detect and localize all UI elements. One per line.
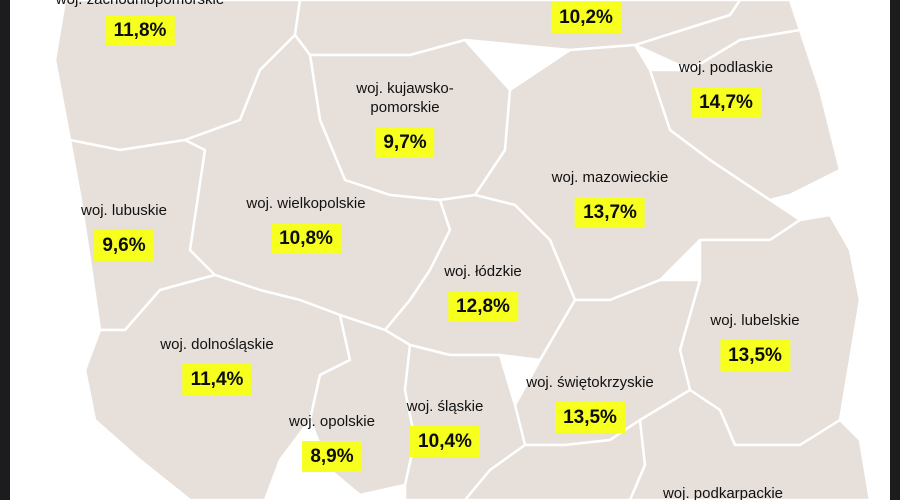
- percentage-badge: 13,7%: [575, 197, 645, 228]
- percentage-badge: 9,7%: [375, 127, 435, 158]
- percentage-badge: 9,6%: [94, 230, 154, 261]
- percentage-badge: 10,8%: [271, 223, 341, 254]
- label-wielkopolskie: woj. wielkopolskie 10,8%: [246, 194, 366, 254]
- label-podkarpackie: woj. podkarpackie: [663, 484, 783, 500]
- label-mazowieckie: woj. mazowieckie 13,7%: [551, 168, 669, 228]
- percentage-badge: 8,9%: [302, 441, 362, 472]
- region-name: woj. łódzkie: [444, 263, 522, 280]
- region-name: woj. podlaskie: [678, 59, 774, 76]
- region-name: woj. świętokrzyskie: [526, 374, 654, 391]
- label-swietokrzyskie: woj. świętokrzyskie 13,5%: [526, 373, 654, 433]
- percentage-badge: 14,7%: [691, 87, 761, 118]
- label-lubuskie: woj. lubuskie 9,6%: [81, 201, 167, 261]
- region-name: woj. śląskie: [406, 398, 484, 415]
- region-name-line1: woj. kujawsko-: [356, 80, 454, 97]
- region-name: woj. opolskie: [289, 413, 375, 430]
- label-podlaskie: woj. podlaskie 14,7%: [679, 58, 773, 118]
- region-name: woj. wielkopolskie: [246, 195, 366, 212]
- percentage-badge: 10,2%: [551, 2, 621, 33]
- label-slaskie: woj. śląskie 10,4%: [406, 397, 484, 457]
- label-dolnoslaskie: woj. dolnośląskie 11,4%: [160, 335, 274, 395]
- region-name: woj. lubelskie: [710, 312, 800, 329]
- label-kujawsko-pomorskie: woj. kujawsko- pomorskie 9,7%: [356, 79, 454, 158]
- label-zachodniopomorskie: woj. zachodniopomorskie 11,8%: [56, 0, 224, 46]
- percentage-badge: 13,5%: [720, 340, 790, 371]
- region-name: woj. zachodniopomorskie: [56, 0, 224, 9]
- label-pomorskie: 10,2%: [551, 2, 621, 33]
- region-name: woj. dolnośląskie: [160, 336, 274, 353]
- region-name-line2: pomorskie: [370, 99, 440, 116]
- region-podkarpackie[interactable]: [628, 388, 872, 500]
- percentage-badge: 11,8%: [105, 15, 175, 46]
- percentage-badge: 13,5%: [555, 402, 625, 433]
- poland-voivodeship-map: [53, 0, 872, 500]
- region-name: woj. mazowieckie: [551, 169, 669, 186]
- region-name: woj. lubuskie: [81, 202, 167, 219]
- percentage-badge: 11,4%: [182, 364, 252, 395]
- percentage-badge: 10,4%: [410, 426, 480, 457]
- percentage-badge: 12,8%: [448, 291, 518, 322]
- region-name: woj. podkarpackie: [662, 485, 784, 500]
- label-opolskie: woj. opolskie 8,9%: [289, 412, 375, 472]
- label-lodzkie: woj. łódzkie 12,8%: [444, 262, 522, 322]
- label-lubelskie: woj. lubelskie 13,5%: [710, 311, 800, 371]
